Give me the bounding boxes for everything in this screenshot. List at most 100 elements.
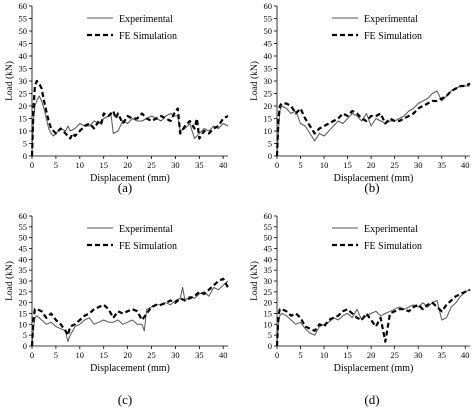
x-tick-label: 30	[171, 350, 180, 360]
x-tick-label: 35	[438, 350, 447, 360]
x-tick-label: 30	[171, 160, 180, 170]
panel-label: (c)	[118, 392, 132, 407]
y-tick-label: 5	[23, 139, 27, 149]
y-tick-label: 10	[19, 319, 28, 329]
x-tick-label: 10	[320, 160, 329, 170]
x-tick-label: 35	[195, 160, 204, 170]
y-tick-label: 20	[19, 101, 28, 111]
y-axis-title: Load (kN)	[4, 61, 15, 101]
x-tick-label: 25	[390, 160, 399, 170]
y-tick-label: 35	[19, 265, 28, 275]
x-tick-label: 5	[54, 160, 58, 170]
legend-label: Experimental	[119, 224, 173, 235]
x-tick-label: 20	[123, 160, 132, 170]
y-tick-label: 5	[268, 330, 272, 340]
y-tick-label: 15	[19, 114, 28, 124]
y-tick-label: 35	[264, 64, 273, 74]
y-axis-title: Load (kN)	[249, 261, 260, 301]
x-tick-label: 35	[195, 350, 204, 360]
x-tick-label: 5	[54, 350, 58, 360]
x-tick-label: 30	[414, 160, 423, 170]
y-tick-label: 25	[19, 287, 28, 297]
x-tick-label: 10	[76, 160, 85, 170]
fe-simulation-line	[30, 277, 229, 347]
y-tick-label: 55	[264, 14, 273, 24]
y-tick-label: 0	[268, 151, 272, 161]
y-tick-label: 45	[264, 244, 273, 254]
x-tick-label: 40	[219, 160, 228, 170]
y-tick-label: 50	[19, 26, 28, 36]
x-tick-label: 40	[461, 350, 470, 360]
x-axis-title: Displacement (mm)	[334, 173, 414, 184]
x-tick-label: 5	[298, 160, 302, 170]
y-tick-label: 30	[264, 76, 273, 86]
x-tick-label: 15	[99, 160, 108, 170]
panel-label: (a)	[118, 180, 132, 195]
y-tick-label: 20	[19, 298, 28, 308]
y-tick-label: 15	[19, 309, 28, 319]
y-tick-label: 45	[264, 39, 273, 49]
y-tick-label: 45	[19, 244, 28, 254]
x-tick-label: 10	[320, 350, 329, 360]
y-tick-label: 60	[19, 1, 28, 11]
fe-simulation-line	[275, 288, 471, 347]
y-tick-label: 0	[268, 341, 272, 351]
x-tick-label: 25	[147, 160, 156, 170]
x-axis-title: Displacement (mm)	[90, 173, 170, 184]
x-tick-label: 0	[30, 160, 34, 170]
x-tick-label: 20	[367, 350, 376, 360]
y-tick-label: 15	[264, 309, 273, 319]
y-tick-label: 35	[19, 64, 28, 74]
experimental-line	[276, 85, 470, 157]
x-tick-label: 40	[219, 350, 228, 360]
y-tick-label: 35	[264, 265, 273, 275]
x-tick-label: 30	[414, 350, 423, 360]
y-tick-label: 40	[19, 254, 28, 264]
fe-simulation-line	[275, 82, 471, 157]
x-tick-label: 35	[438, 160, 447, 170]
y-tick-label: 5	[23, 330, 27, 340]
x-tick-label: 40	[461, 160, 470, 170]
y-tick-label: 40	[264, 51, 273, 61]
y-tick-label: 20	[264, 101, 273, 111]
y-tick-label: 25	[264, 287, 273, 297]
experimental-line	[276, 289, 471, 347]
x-tick-label: 25	[147, 350, 156, 360]
x-axis-title: Displacement (mm)	[90, 363, 170, 374]
y-axis-title: Load (kN)	[249, 61, 260, 101]
y-tick-label: 30	[19, 276, 28, 286]
y-tick-label: 10	[264, 126, 273, 136]
y-tick-label: 0	[23, 151, 27, 161]
panel-label: (b)	[364, 180, 379, 195]
y-tick-label: 10	[19, 126, 28, 136]
x-tick-label: 0	[275, 350, 279, 360]
y-tick-label: 25	[264, 89, 273, 99]
legend-label: FE Simulation	[364, 31, 422, 42]
y-tick-label: 20	[264, 298, 273, 308]
y-tick-label: 60	[264, 211, 273, 221]
fe-simulation-line	[30, 79, 229, 157]
legend-label: Experimental	[364, 14, 418, 25]
y-tick-label: 60	[19, 211, 28, 221]
y-tick-label: 30	[264, 276, 273, 286]
experimental-line	[31, 280, 229, 347]
y-tick-label: 50	[264, 26, 273, 36]
legend-label: FE Simulation	[119, 31, 177, 42]
x-tick-label: 15	[99, 350, 108, 360]
x-tick-label: 15	[343, 350, 352, 360]
legend-label: FE Simulation	[364, 241, 422, 252]
y-tick-label: 50	[19, 233, 28, 243]
y-tick-label: 60	[264, 1, 273, 11]
y-tick-label: 30	[19, 76, 28, 86]
legend-label: Experimental	[119, 14, 173, 25]
y-tick-label: 0	[23, 341, 27, 351]
panel-label: (d)	[364, 392, 379, 407]
x-tick-label: 5	[298, 350, 302, 360]
legend-label: Experimental	[364, 224, 418, 235]
y-axis-title: Load (kN)	[4, 261, 15, 301]
